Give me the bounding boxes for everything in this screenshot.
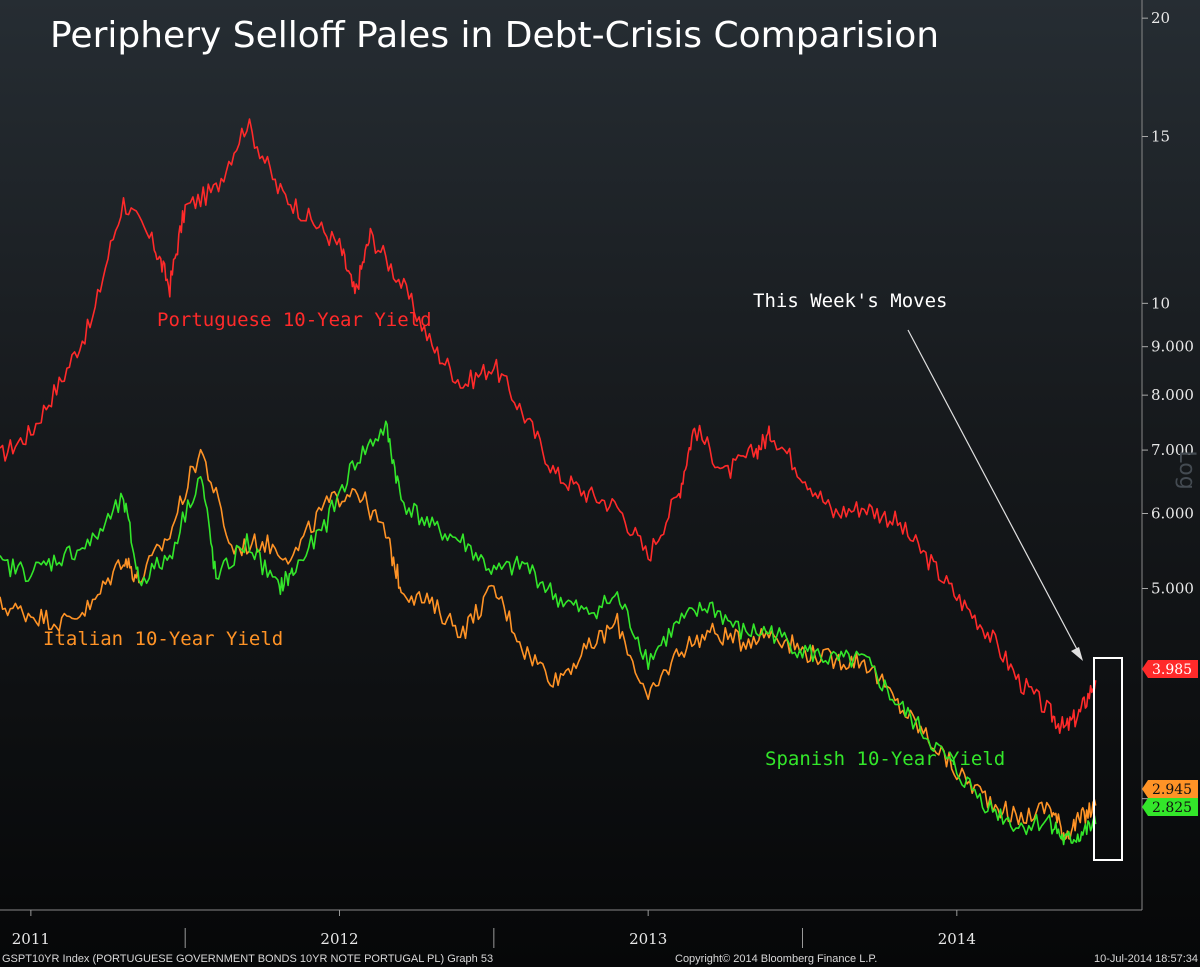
- y-tick-label: 20: [1151, 9, 1170, 27]
- portuguese-series-label: Portuguese 10-Year Yield: [157, 309, 432, 331]
- footer-timestamp: 10-Jul-2014 18:57:34: [1094, 953, 1198, 965]
- y-tick-label: 5.000: [1151, 580, 1194, 598]
- series-layer: [0, 118, 1097, 846]
- x-axis-ticks: 2011 2012 2013 2014: [12, 910, 976, 948]
- annotation-arrow: [907, 329, 1081, 656]
- last-value-badge: 2.945: [1142, 780, 1198, 798]
- x-tick-label: 2012: [320, 930, 358, 948]
- this-week-highlight-box: [1093, 657, 1123, 861]
- last-value-badge: 2.825: [1142, 798, 1198, 816]
- y-tick-label: 7.000: [1151, 441, 1194, 459]
- arrow-head-icon: [1071, 647, 1083, 661]
- y-tick-label: 15: [1151, 128, 1170, 146]
- badge-value: 2.825: [1152, 800, 1192, 816]
- badge-shape: [1142, 798, 1198, 816]
- log-scale-label: Log: [1174, 450, 1199, 489]
- this-weeks-moves-label: This Week's Moves: [753, 290, 947, 312]
- spanish-series-label: Spanish 10-Year Yield: [765, 748, 1005, 770]
- series-line-0: [0, 118, 1097, 735]
- badge-shape: [1142, 660, 1198, 678]
- badge-shape: [1142, 780, 1198, 798]
- chart-title: Periphery Selloff Pales in Debt-Crisis C…: [50, 15, 939, 56]
- series-line-2: [0, 420, 1097, 846]
- x-tick-label: 2013: [629, 930, 667, 948]
- last-value-badge: 3.985: [1142, 660, 1198, 678]
- series-line-1: [0, 448, 1097, 841]
- footer-copyright: Copyright© 2014 Bloomberg Finance L.P.: [675, 953, 877, 965]
- x-tick-label: 2014: [938, 930, 976, 948]
- y-tick-label: 6.000: [1151, 505, 1194, 523]
- italian-series-label: Italian 10-Year Yield: [43, 628, 283, 650]
- badge-value: 3.985: [1152, 662, 1192, 678]
- last-value-badges: 3.985 2.945 2.825: [1142, 660, 1198, 816]
- y-tick-label: 9.000: [1151, 338, 1194, 356]
- x-tick-label: 2011: [12, 930, 50, 948]
- y-tick-label: 10: [1151, 294, 1170, 312]
- footer-index-description: GSPT10YR Index (PORTUGUESE GOVERNMENT BO…: [2, 953, 493, 965]
- badge-value: 2.945: [1152, 782, 1192, 798]
- y-tick-label: 8.000: [1151, 386, 1194, 404]
